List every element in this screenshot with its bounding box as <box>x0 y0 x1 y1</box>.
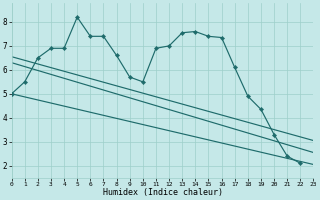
X-axis label: Humidex (Indice chaleur): Humidex (Indice chaleur) <box>102 188 222 197</box>
